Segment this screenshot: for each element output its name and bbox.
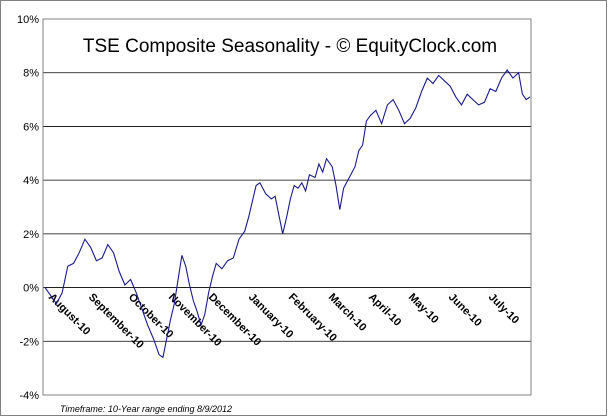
plot-area-border [42,18,532,396]
x-tick-label: April-10 [366,291,403,328]
x-tick-label: June-10 [446,291,484,329]
chart-title: TSE Composite Seasonality - © EquityCloc… [83,36,497,57]
series-line [44,69,531,359]
x-tick-label: March-10 [326,291,369,334]
y-tick-label: 10% [17,14,39,26]
y-axis-labels: -4% -2% 0% 2% 4% 6% 8% 10% [17,14,39,402]
y-tick-label: -4% [19,390,39,402]
y-tick-label: -2% [19,336,39,348]
x-tick-label: May-10 [406,291,441,326]
timeframe-footnote: Timeframe: 10-Year range ending 8/9/2012 [60,404,232,414]
y-tick-label: 0% [23,283,39,295]
y-tick-label: 2% [23,229,39,241]
y-tick-label: 6% [23,121,39,133]
y-tick-label: 8% [23,68,39,80]
y-tick-label: 4% [23,175,39,187]
x-axis-labels: August-10September-10October-10November-… [46,291,521,351]
x-tick-label: July-10 [486,291,521,326]
